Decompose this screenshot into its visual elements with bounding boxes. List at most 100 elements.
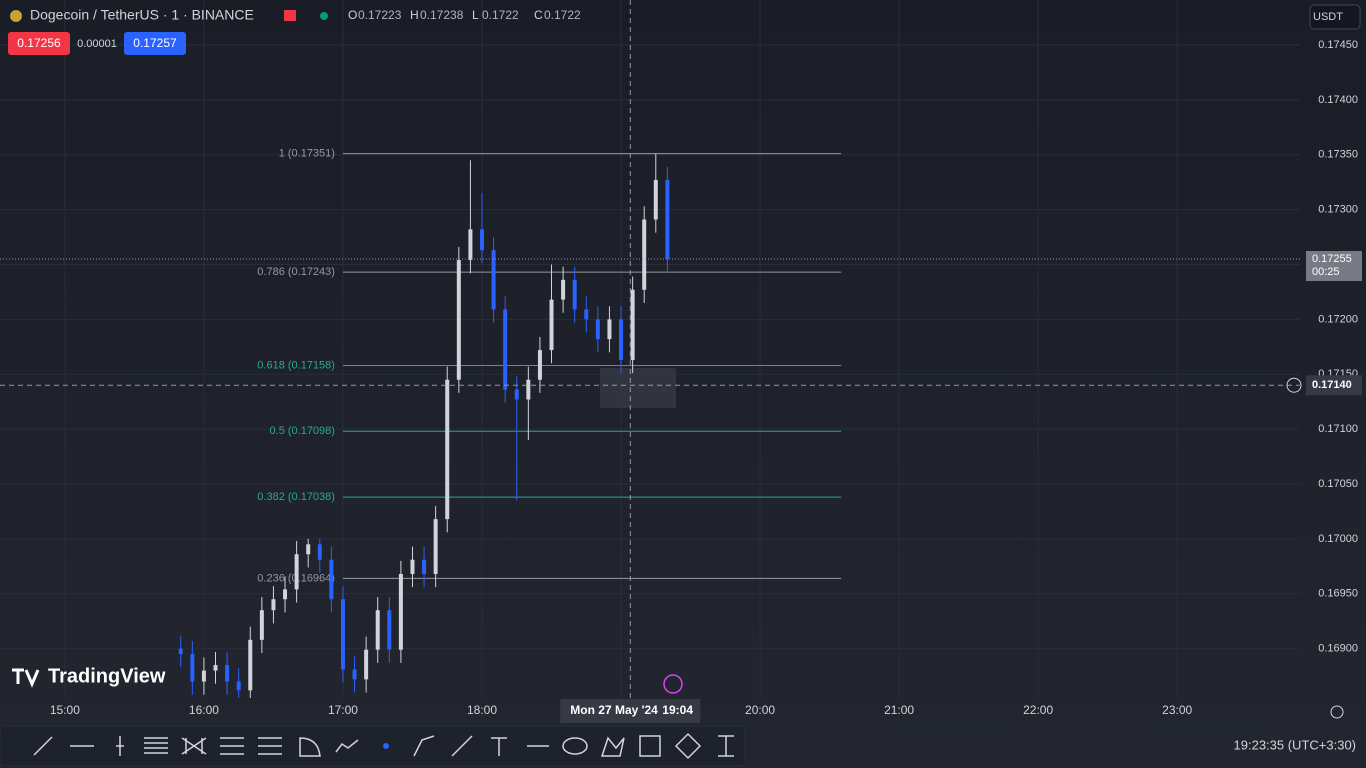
x-tick-label: 22:00 [1023,703,1053,717]
y-tick-label: 0.17000 [1318,533,1358,545]
ohlc-label: H [410,8,419,22]
buy-button[interactable] [124,32,186,55]
channel-tool[interactable] [144,737,168,754]
countdown: 00:25 [1312,266,1340,278]
candle-body [283,589,288,600]
candle-body [422,559,427,574]
logo-mark [12,668,40,688]
candle-body [595,319,600,340]
currency-button[interactable] [1309,4,1361,30]
candle-body [387,610,392,650]
candle-body [445,379,450,520]
candle-body [514,389,519,400]
xabcd-tool[interactable] [600,736,625,757]
fib-tool[interactable] [220,737,244,755]
fib-label: 0.618 (0.17158) [257,359,335,371]
add-alert[interactable] [1286,377,1302,393]
dot-tool[interactable] [383,743,389,749]
candle-body [479,229,484,251]
vertical-line-tool[interactable] [116,736,124,756]
flag[interactable] [284,10,296,21]
x-tick-label: 15:00 [50,703,80,717]
ask[interactable]: 0.17257 [133,36,177,50]
fib-channel-tool[interactable] [258,737,282,755]
candle-body [364,649,369,680]
bid[interactable]: 0.17256 [17,36,61,50]
y-tick-label: 0.17450 [1318,39,1358,51]
y-tick-label: 0.17200 [1318,313,1358,325]
candle-body [433,519,438,574]
candle-body [201,670,206,682]
crosshair-time-box [560,699,701,723]
x-tick-label: 18:00 [467,703,497,717]
fib-label: 1 (0.17351) [279,148,335,160]
candle-body [491,250,496,310]
candle-body [526,379,531,400]
last-price: 0.17255 [1312,253,1352,265]
ohlc-value: 0.17223 [358,8,402,22]
y-tick-label: 0.17050 [1318,478,1358,490]
candle-body [306,544,311,555]
candle-body [607,319,612,340]
fib-label: 0.5 (0.17098) [270,425,335,437]
crosshair-date: Mon 27 May '24 [570,703,658,717]
rotated-rect-tool[interactable] [674,732,702,760]
symbol-title[interactable]: Dogecoin / TetherUS · 1 · BINANCE [30,7,254,23]
candle-body [213,665,218,671]
ohlc-label: O [348,8,357,22]
settings-icon[interactable] [1330,705,1344,719]
ohlc-value: 0.1722 [482,8,519,22]
alert-icon[interactable] [663,674,683,694]
selection-highlight [600,368,676,408]
brush-tool[interactable] [413,735,435,757]
fib-label: 0.382 (0.17038) [257,491,335,503]
spread: 0.00001 [77,38,117,50]
candle-body [271,599,276,611]
candle-body [236,681,241,691]
ellipse-tool[interactable] [562,737,588,755]
candle-body [619,319,624,360]
drawing-toolbar [0,725,746,767]
candle-body [410,559,415,574]
candle-body [398,573,403,650]
price-range-tool[interactable] [718,735,734,757]
y-tick-label: 0.16950 [1318,588,1358,600]
currency[interactable]: USDT [1313,11,1343,23]
plot: 1 (0.17351) 0.786 (0.17243) 0.618 (0.17158… [178,148,842,698]
sell-button[interactable] [8,32,70,55]
x-tick-label: 17:00 [328,703,358,717]
ohlc-label: L [472,8,479,22]
candle-body [259,610,264,640]
logo: TradingView [48,665,166,687]
candle-body [468,229,473,261]
trend-line-tool[interactable] [33,736,53,756]
rectangle-tool[interactable] [639,735,661,757]
candle-body [178,648,183,655]
candle-body [572,279,577,310]
pitchfork-tool[interactable] [181,737,207,755]
candle-body [294,554,299,590]
candle-body [549,299,554,351]
candle-body [248,639,253,691]
crosshair-time: 19:04 [662,703,693,717]
fib-fan-tool[interactable] [299,737,321,757]
symbol-icon [10,10,22,22]
candle-body [653,179,658,220]
ohlc-label: C [534,8,543,22]
candle-body [329,559,334,600]
candle-body [340,599,345,670]
y-tick-label: 0.17300 [1318,204,1358,216]
ohlc-value: 0.17238 [420,8,464,22]
pattern-tool[interactable] [335,739,359,753]
x-tick-label: 16:00 [189,703,219,717]
candle-body [375,610,380,650]
x-tick-label: 21:00 [884,703,914,717]
clock: 19:23:35 (UTC+3:30) [1234,737,1356,752]
y-tick-label: 0.16900 [1318,643,1358,655]
y-tick-label: 0.17350 [1318,149,1358,161]
text-tool[interactable] [491,737,507,756]
x-tick-label: 23:00 [1162,703,1192,717]
path-tool[interactable] [451,735,473,757]
